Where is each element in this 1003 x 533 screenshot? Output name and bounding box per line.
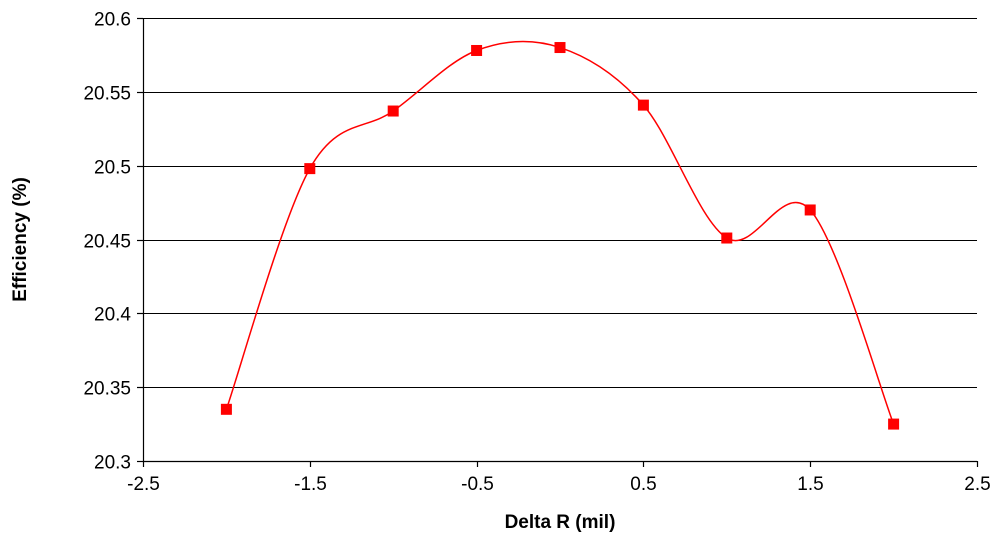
x-tick-label: -1.5 bbox=[294, 474, 327, 495]
y-axis-title: Efficiency (%) bbox=[10, 177, 31, 302]
x-tick-label: 2.5 bbox=[964, 474, 990, 495]
y-tick-label: 20.6 bbox=[94, 10, 131, 31]
y-tick-label: 20.4 bbox=[94, 305, 131, 326]
series bbox=[220, 40, 900, 430]
data-point-marker bbox=[304, 163, 316, 175]
y-tick-label: 20.35 bbox=[83, 379, 131, 400]
data-point-marker bbox=[471, 44, 483, 56]
y-tick-label: 20.45 bbox=[83, 232, 131, 253]
x-tick-label: -0.5 bbox=[461, 474, 494, 495]
data-point-marker bbox=[804, 204, 816, 216]
x-tick-label: -2.5 bbox=[127, 474, 160, 495]
data-point-marker bbox=[220, 403, 232, 415]
data-point-marker bbox=[721, 232, 733, 244]
data-point-marker bbox=[888, 418, 900, 430]
y-tick-label: 20.5 bbox=[94, 158, 131, 179]
axes bbox=[137, 17, 979, 467]
gridlines bbox=[143, 18, 977, 388]
x-tick-label: 0.5 bbox=[630, 474, 656, 495]
data-point-marker bbox=[387, 105, 399, 117]
data-point-marker bbox=[554, 42, 566, 54]
x-tick-label: 1.5 bbox=[797, 474, 823, 495]
y-tick-label: 20.55 bbox=[83, 84, 131, 105]
x-axis-title: Delta R (mil) bbox=[505, 512, 616, 533]
y-tick-label: 20.3 bbox=[94, 453, 131, 474]
series-line bbox=[225, 40, 895, 425]
tick-labels: 20.3 20.35 20.4 20.45 20.5 20.55 20.6 -2.5 -1.5 -… bbox=[83, 10, 990, 496]
data-point-marker bbox=[637, 99, 649, 111]
